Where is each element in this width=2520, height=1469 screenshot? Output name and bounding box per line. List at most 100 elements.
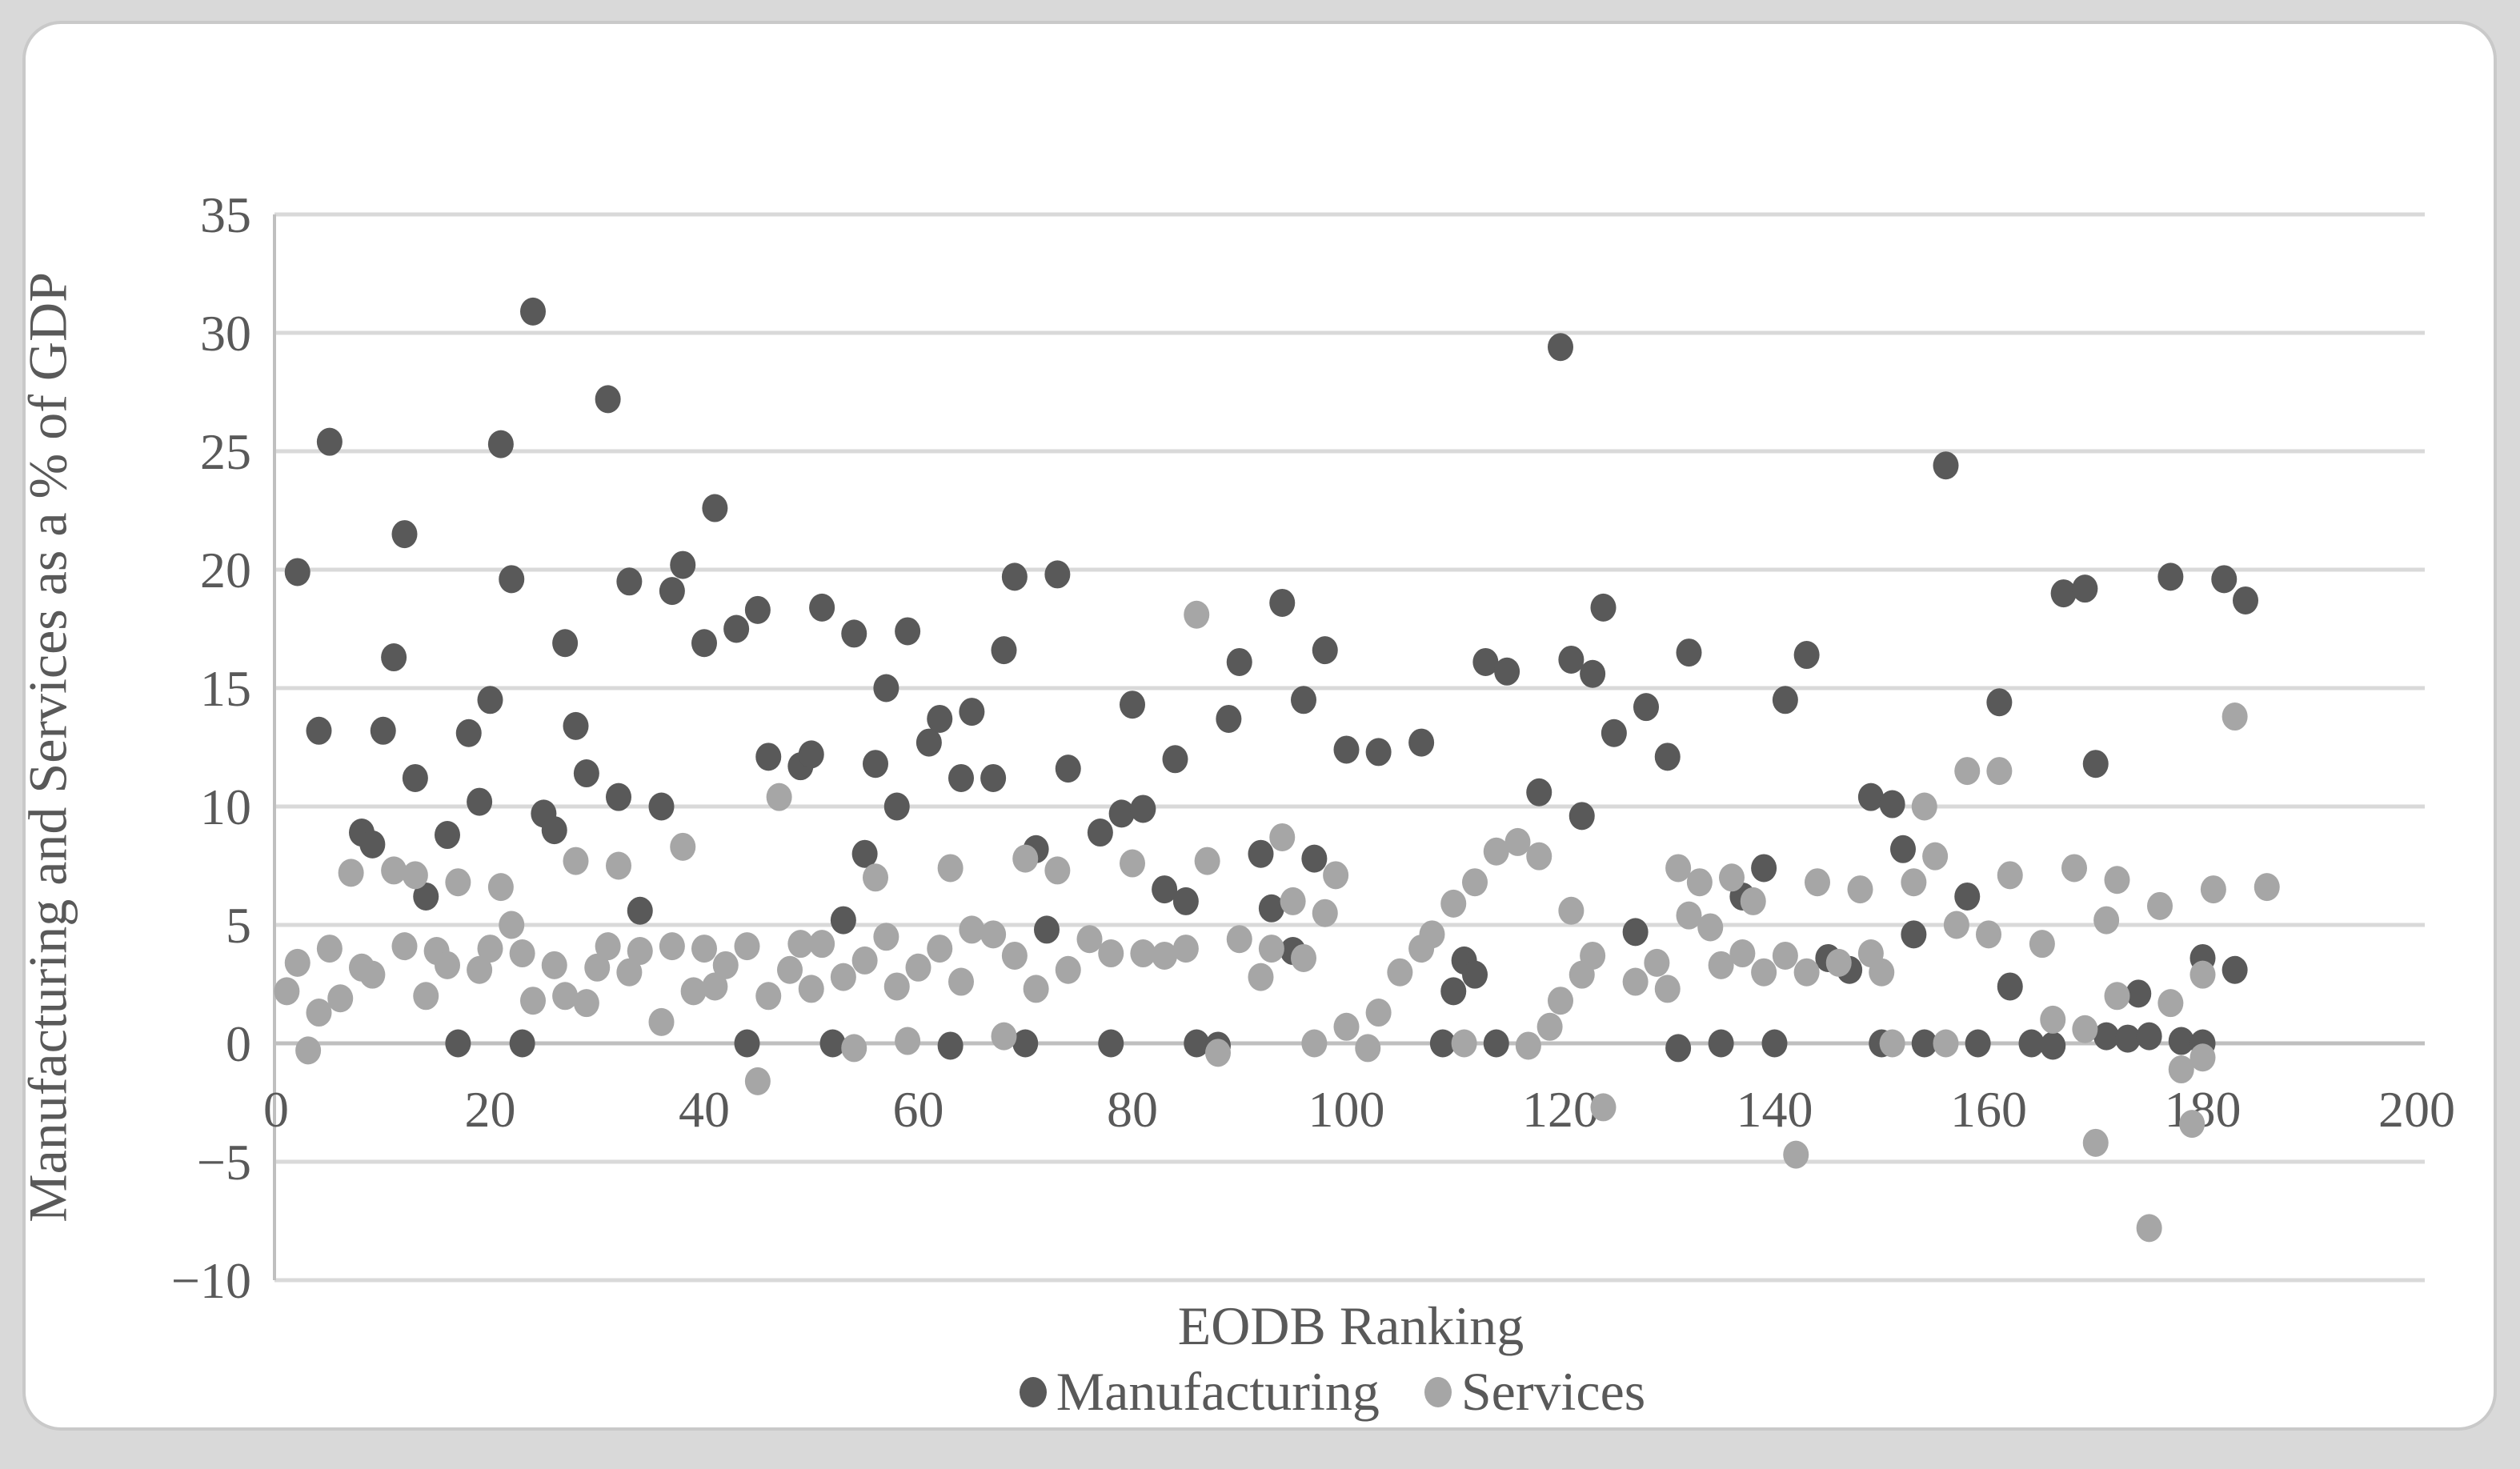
data-point-services (1387, 958, 1413, 987)
data-point-manufacturing (1044, 560, 1071, 589)
data-point-manufacturing (435, 821, 460, 850)
data-point-services (627, 937, 653, 966)
data-point-manufacturing (691, 629, 717, 658)
data-point-manufacturing (915, 728, 942, 757)
data-point-manufacturing (659, 577, 685, 606)
data-point-services (1462, 868, 1488, 897)
data-point-manufacturing (2114, 1024, 2141, 1053)
data-point-services (1012, 844, 1039, 873)
x-tick-label: 200 (2378, 1081, 2455, 1138)
data-point-manufacturing (455, 718, 482, 747)
data-point-manufacturing (1548, 333, 1573, 362)
data-point-manufacturing (2136, 1022, 2162, 1051)
data-point-manufacturing (1130, 795, 1156, 823)
data-point-manufacturing (1248, 839, 1274, 868)
data-point-services (1911, 792, 1937, 821)
data-point-services (381, 856, 407, 885)
data-point-services (1483, 837, 1509, 866)
data-point-manufacturing (2222, 955, 2248, 984)
data-point-manufacturing (573, 759, 599, 788)
data-point-services (1130, 939, 1156, 968)
data-point-manufacturing (616, 567, 643, 596)
data-point-manufacturing (509, 1029, 535, 1058)
data-point-manufacturing (841, 619, 867, 648)
data-point-manufacturing (1472, 647, 1499, 676)
data-point-manufacturing (1258, 894, 1284, 923)
x-axis-title: EODB Ranking (1177, 1295, 1524, 1356)
data-point-manufacturing (552, 629, 579, 658)
data-point-services (2254, 873, 2280, 902)
data-point-services (873, 923, 899, 951)
legend-item-manufacturing: Manufacturing (1019, 1360, 1380, 1423)
data-point-services (1291, 943, 1316, 972)
data-point-services (1590, 1093, 1617, 1122)
data-point-manufacturing (1483, 1029, 1509, 1058)
data-point-services (702, 972, 728, 1001)
data-point-services (1580, 941, 1606, 970)
data-point-services (1152, 941, 1178, 970)
data-point-services (274, 977, 300, 1006)
data-point-manufacturing (1590, 593, 1617, 622)
data-point-manufacturing (1890, 835, 1916, 863)
data-point-services (1055, 955, 1081, 984)
data-point-manufacturing (1120, 690, 1145, 719)
chart-card (22, 21, 2497, 1431)
legend-label-manufacturing: Manufacturing (1056, 1361, 1380, 1422)
data-point-manufacturing (1568, 802, 1595, 831)
data-point-manufacturing (1879, 790, 1905, 819)
data-point-manufacturing (648, 792, 675, 821)
data-point-services (1986, 757, 2013, 786)
data-point-manufacturing (809, 593, 835, 622)
data-point-manufacturing (359, 830, 386, 859)
data-point-services (1922, 842, 1949, 871)
data-point-manufacturing (381, 643, 407, 672)
data-point-services (477, 935, 503, 963)
data-point-services (2200, 875, 2226, 904)
data-point-manufacturing (670, 550, 696, 579)
data-point-manufacturing (723, 614, 750, 643)
data-point-manufacturing (1216, 704, 1242, 733)
data-point-manufacturing (2072, 574, 2098, 603)
data-point-manufacturing (2211, 565, 2238, 594)
data-point-manufacturing (391, 520, 418, 549)
data-point-services (1879, 1029, 1905, 1058)
data-point-manufacturing (1462, 960, 1488, 989)
data-point-manufacturing (2018, 1029, 2045, 1058)
data-point-services (1312, 899, 1338, 927)
y-tick-label: −10 (171, 1252, 251, 1309)
data-point-services (1172, 935, 1199, 963)
data-point-manufacturing (755, 743, 782, 771)
data-point-services (1654, 975, 1681, 1003)
data-point-manufacturing (1601, 718, 1627, 747)
data-point-manufacturing (1986, 688, 2013, 717)
data-point-services (883, 972, 910, 1001)
data-point-services (1120, 849, 1145, 878)
data-point-manufacturing (487, 430, 514, 458)
data-point-manufacturing (1440, 977, 1467, 1006)
data-point-services (712, 951, 739, 979)
x-tick-label: 140 (1737, 1081, 1813, 1138)
data-point-manufacturing (1365, 738, 1392, 767)
data-point-services (744, 1067, 771, 1095)
data-point-manufacturing (2125, 979, 2152, 1008)
data-point-services (402, 861, 428, 890)
data-point-manufacturing (734, 1029, 760, 1058)
data-point-services (659, 932, 685, 961)
data-point-manufacturing (1012, 1029, 1039, 1058)
y-tick-label: 20 (200, 542, 251, 598)
data-point-services (306, 999, 332, 1027)
data-point-manufacturing (1708, 1029, 1734, 1058)
data-point-manufacturing (606, 783, 631, 811)
data-point-manufacturing (499, 565, 525, 594)
legend-item-services: Services (1424, 1360, 1645, 1423)
data-point-manufacturing (627, 896, 653, 925)
data-point-services (2222, 702, 2248, 731)
data-point-manufacturing (1494, 657, 1520, 686)
data-point-services (895, 1027, 921, 1055)
x-tick-label: 60 (893, 1081, 944, 1138)
data-point-services (1847, 875, 1873, 904)
y-tick-label: 10 (200, 779, 251, 835)
data-point-manufacturing (959, 698, 985, 726)
legend-marker-services-icon (1424, 1376, 1452, 1407)
